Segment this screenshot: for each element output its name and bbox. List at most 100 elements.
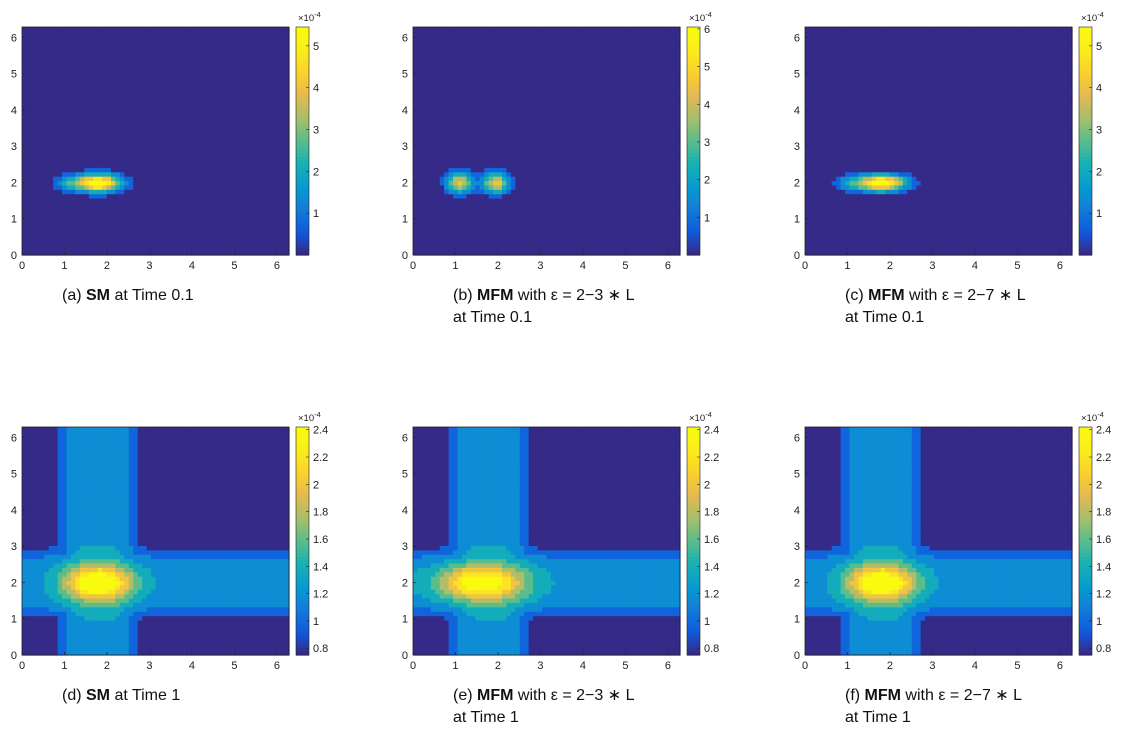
heatmap-cell bbox=[276, 102, 281, 107]
heatmap-cell bbox=[533, 194, 538, 199]
heatmap-cell bbox=[209, 198, 214, 203]
heatmap-cell bbox=[98, 220, 103, 225]
heatmap-cell bbox=[262, 202, 267, 207]
heatmap-cell bbox=[249, 220, 254, 225]
heatmap-cell bbox=[218, 163, 223, 168]
heatmap-cell bbox=[542, 167, 547, 172]
heatmap-cell bbox=[511, 163, 516, 168]
heatmap-cell bbox=[538, 36, 543, 41]
heatmap-cell bbox=[227, 49, 232, 54]
heatmap-cell bbox=[142, 66, 147, 71]
heatmap-cell bbox=[542, 159, 547, 164]
heatmap-cell bbox=[160, 27, 165, 32]
heatmap-cell bbox=[413, 172, 418, 177]
heatmap-cell bbox=[84, 216, 89, 221]
heatmap-cell bbox=[245, 237, 250, 242]
heatmap-cell bbox=[440, 159, 445, 164]
heatmap-cell bbox=[529, 185, 534, 190]
heatmap-cell bbox=[147, 216, 152, 221]
heatmap-cell bbox=[236, 180, 241, 185]
heatmap-cell bbox=[444, 172, 449, 177]
heatmap-cell bbox=[133, 224, 138, 229]
heatmap-cell bbox=[453, 110, 458, 115]
colorbar-swatch bbox=[296, 137, 309, 141]
heatmap-cell bbox=[138, 123, 143, 128]
heatmap-cell bbox=[515, 145, 520, 150]
heatmap-cell bbox=[111, 106, 116, 111]
heatmap-cell bbox=[520, 150, 525, 155]
heatmap-cell bbox=[80, 88, 85, 93]
heatmap-cell bbox=[164, 62, 169, 67]
heatmap-cell bbox=[115, 45, 120, 50]
heatmap-cell bbox=[138, 66, 143, 71]
heatmap-cell bbox=[449, 180, 454, 185]
heatmap-cell bbox=[417, 128, 422, 133]
heatmap-cell bbox=[458, 93, 463, 98]
heatmap-cell bbox=[129, 137, 134, 142]
heatmap-cell bbox=[62, 185, 67, 190]
heatmap-cell bbox=[258, 102, 263, 107]
heatmap-cell bbox=[35, 154, 40, 159]
heatmap-cell bbox=[89, 27, 94, 32]
heatmap-cell bbox=[26, 233, 31, 238]
heatmap-cell bbox=[191, 66, 196, 71]
heatmap-cell bbox=[213, 246, 218, 251]
heatmap-cell bbox=[156, 80, 161, 85]
heatmap-cell bbox=[426, 202, 431, 207]
heatmap-cell bbox=[71, 207, 76, 212]
heatmap-cell bbox=[209, 202, 214, 207]
heatmap-cell bbox=[524, 53, 529, 58]
heatmap-cell bbox=[253, 216, 258, 221]
heatmap-cell bbox=[413, 150, 418, 155]
heatmap-cell bbox=[489, 237, 494, 242]
heatmap-cell bbox=[173, 53, 178, 58]
heatmap-cell bbox=[249, 233, 254, 238]
heatmap-cell bbox=[200, 163, 205, 168]
heatmap-cell bbox=[551, 189, 556, 194]
heatmap-cell bbox=[484, 97, 489, 102]
heatmap-cell bbox=[458, 194, 463, 199]
heatmap-cell bbox=[462, 53, 467, 58]
heatmap-cell bbox=[44, 180, 49, 185]
heatmap-cell bbox=[271, 242, 276, 247]
heatmap-cell bbox=[138, 40, 143, 45]
heatmap-cell bbox=[253, 84, 258, 89]
heatmap-cell bbox=[120, 150, 125, 155]
heatmap-cell bbox=[511, 242, 516, 247]
colorbar-swatch bbox=[296, 122, 309, 126]
heatmap-cell bbox=[204, 31, 209, 36]
heatmap-cell bbox=[40, 172, 45, 177]
heatmap-cell bbox=[173, 167, 178, 172]
heatmap-cell bbox=[458, 40, 463, 45]
heatmap-cell bbox=[231, 80, 236, 85]
heatmap-cell bbox=[417, 167, 422, 172]
heatmap-cell bbox=[422, 237, 427, 242]
heatmap-cell bbox=[58, 220, 63, 225]
heatmap-cell bbox=[160, 36, 165, 41]
heatmap-cell bbox=[62, 163, 67, 168]
heatmap-cell bbox=[511, 180, 516, 185]
heatmap-cell bbox=[147, 198, 152, 203]
heatmap-cell bbox=[191, 176, 196, 181]
heatmap-cell bbox=[555, 194, 560, 199]
heatmap-cell bbox=[236, 36, 241, 41]
heatmap-cell bbox=[138, 180, 143, 185]
heatmap-cell bbox=[484, 36, 489, 41]
heatmap-cell bbox=[71, 40, 76, 45]
heatmap-cell bbox=[222, 132, 227, 137]
heatmap-cell bbox=[267, 141, 272, 146]
heatmap-cell bbox=[276, 216, 281, 221]
heatmap-cell bbox=[538, 202, 543, 207]
heatmap-cell bbox=[222, 202, 227, 207]
heatmap-cell bbox=[515, 123, 520, 128]
heatmap-cell bbox=[555, 106, 560, 111]
heatmap-cell bbox=[511, 88, 516, 93]
heatmap-cell bbox=[538, 40, 543, 45]
heatmap-cell bbox=[35, 27, 40, 32]
heatmap-cell bbox=[435, 198, 440, 203]
colorbar-swatch bbox=[296, 213, 309, 217]
heatmap-cell bbox=[89, 110, 94, 115]
heatmap-cell bbox=[529, 189, 534, 194]
heatmap-cell bbox=[475, 185, 480, 190]
heatmap-cell bbox=[89, 163, 94, 168]
